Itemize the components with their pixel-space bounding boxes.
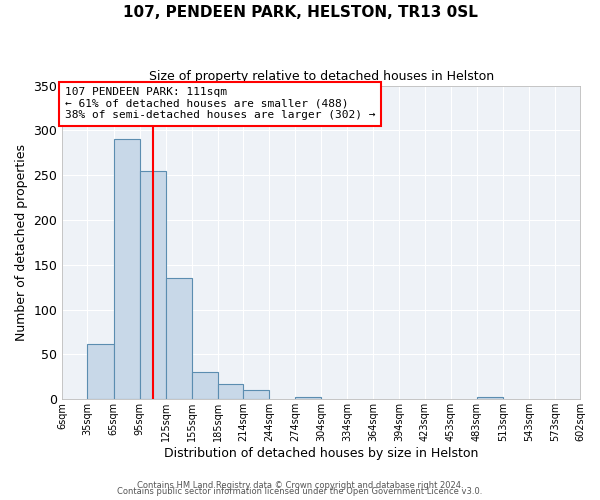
Y-axis label: Number of detached properties: Number of detached properties — [15, 144, 28, 341]
X-axis label: Distribution of detached houses by size in Helston: Distribution of detached houses by size … — [164, 447, 478, 460]
Text: 107 PENDEEN PARK: 111sqm
← 61% of detached houses are smaller (488)
38% of semi-: 107 PENDEEN PARK: 111sqm ← 61% of detach… — [65, 87, 376, 120]
Bar — [166, 278, 192, 400]
Bar — [113, 140, 140, 400]
Bar — [218, 384, 243, 400]
Bar — [476, 396, 503, 400]
Bar — [295, 396, 321, 400]
Text: Contains public sector information licensed under the Open Government Licence v3: Contains public sector information licen… — [118, 487, 482, 496]
Bar — [192, 372, 218, 400]
Text: 107, PENDEEN PARK, HELSTON, TR13 0SL: 107, PENDEEN PARK, HELSTON, TR13 0SL — [122, 5, 478, 20]
Bar — [243, 390, 269, 400]
Text: Contains HM Land Registry data © Crown copyright and database right 2024.: Contains HM Land Registry data © Crown c… — [137, 481, 463, 490]
Bar — [140, 170, 166, 400]
Title: Size of property relative to detached houses in Helston: Size of property relative to detached ho… — [149, 70, 494, 83]
Bar — [88, 344, 113, 400]
